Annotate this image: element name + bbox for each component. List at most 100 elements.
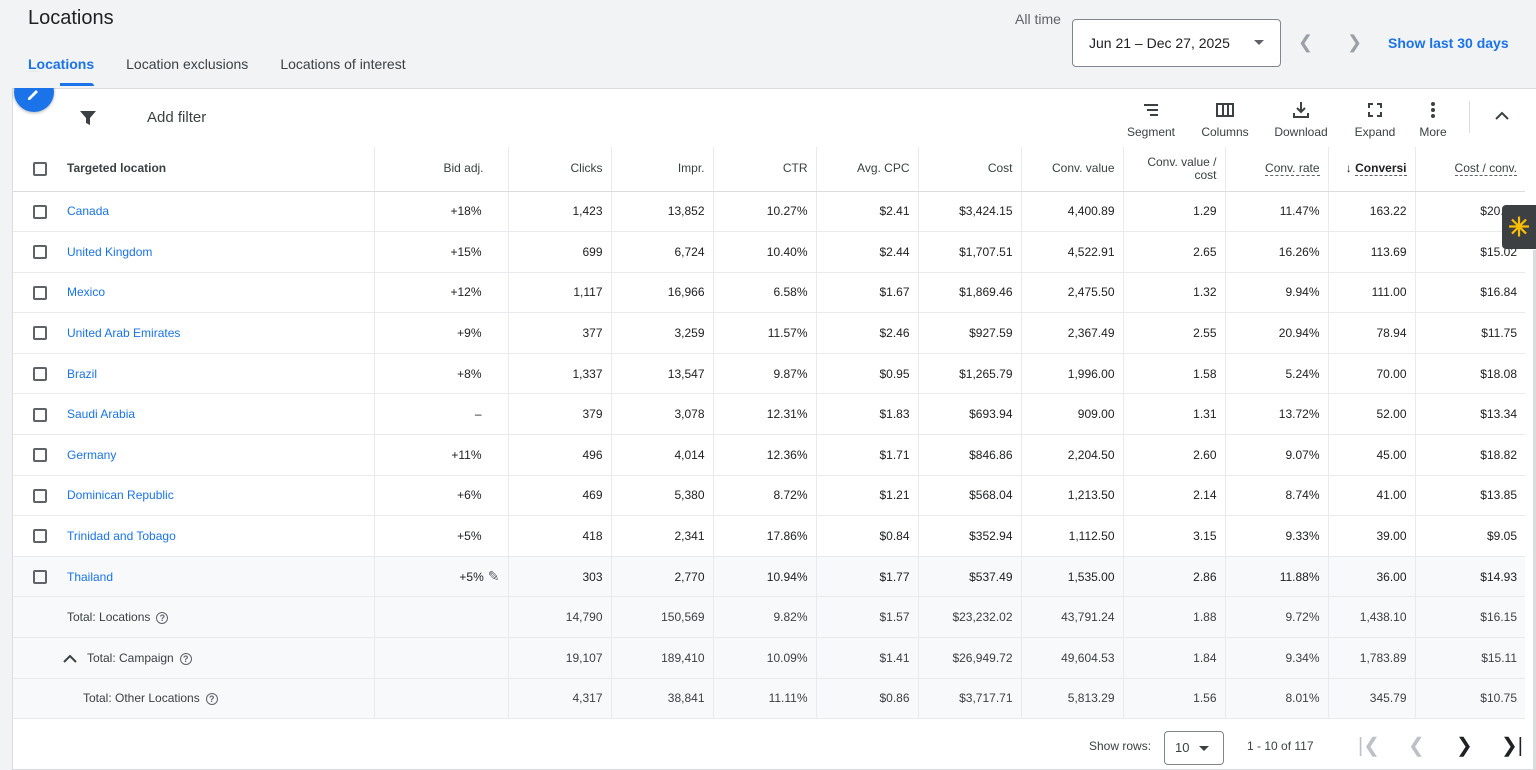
header-conversions[interactable]: ↓ Conversi [1328,147,1416,192]
location-cell: Germany [59,434,375,476]
expand-icon [1368,103,1382,117]
row-checkbox[interactable] [33,570,47,585]
cost-cell: $3,424.15 [918,191,1022,233]
help-icon[interactable]: ? [156,612,169,625]
bid-adj-cell[interactable]: +18% [374,191,509,233]
location-cell: United Kingdom [59,231,375,273]
location-link[interactable]: Dominican Republic [67,488,174,503]
header-conv-value-cost[interactable]: Conv. value / cost [1123,147,1226,192]
bid-adj-cell[interactable]: +5% ✎ [374,556,509,598]
location-link[interactable]: Thailand [67,569,114,584]
location-link[interactable]: Trinidad and Tobago [67,529,176,544]
conv-rate-cell: 11.47% [1225,191,1329,233]
location-link[interactable]: United Kingdom [67,244,153,259]
add-filter-button[interactable]: Add filter [147,109,207,126]
download-button[interactable]: Download [1269,99,1333,139]
cost-conv-cell: $14.93 [1415,556,1525,598]
segment-button[interactable]: Segment [1123,99,1179,139]
row-checkbox[interactable] [33,488,47,503]
total-impr-cell: 38,841 [611,678,714,720]
value-cost-cell: 2.14 [1123,475,1226,517]
header-bid-adj[interactable]: Bid adj. [374,147,509,192]
filter-icon[interactable] [79,109,97,127]
cpc-cell: $1.67 [816,272,919,314]
cost-conv-cell: $11.75 [1415,312,1525,354]
row-checkbox[interactable] [33,204,47,219]
row-checkbox-cell[interactable] [13,515,59,557]
help-icon[interactable]: ? [179,652,192,665]
chevron-right-icon[interactable]: ❯ [1347,32,1363,52]
row-checkbox-cell[interactable] [13,231,59,273]
row-checkbox-cell[interactable] [13,191,59,233]
location-link[interactable]: Brazil [67,366,98,381]
bid-adj-cell[interactable]: – [374,393,509,436]
date-range-picker[interactable]: Jun 21 – Dec 27, 2025 [1072,19,1281,67]
chevron-left-icon[interactable]: ❮ [1298,32,1314,52]
location-link[interactable]: Canada [67,204,110,219]
conv-rate-cell: 11.88% [1225,556,1329,598]
total-conversions-cell: 1,783.89 [1328,637,1416,679]
chevron-up-icon[interactable] [63,654,77,664]
bid-adj-cell[interactable]: +15% [374,231,509,273]
scrollbar-track[interactable] [1533,250,1536,770]
assistant-sparkle-icon[interactable]: ✳ [1502,205,1536,249]
total-conv-rate-cell: 8.01% [1225,678,1329,720]
header-conv-rate[interactable]: Conv. rate [1225,147,1329,192]
row-checkbox-cell[interactable] [13,312,59,354]
header-impr[interactable]: Impr. [611,147,714,192]
header-clicks[interactable]: Clicks [508,147,612,192]
location-link[interactable]: United Arab Emirates [67,326,181,341]
row-checkbox-cell[interactable] [13,556,59,598]
row-checkbox-cell[interactable] [13,434,59,476]
header-ctr[interactable]: CTR [713,147,817,192]
tab-locations[interactable]: Locations [28,56,95,86]
total-cost-cell: $23,232.02 [918,596,1022,639]
total-cpc-cell: $1.41 [816,637,919,679]
row-checkbox[interactable] [33,326,47,341]
cpc-cell: $1.83 [816,393,919,436]
help-icon[interactable]: ? [205,693,218,706]
row-checkbox[interactable] [33,367,47,382]
select-all-checkbox[interactable] [33,161,47,176]
row-checkbox-cell[interactable] [13,475,59,517]
tab-location-exclusions[interactable]: Location exclusions [126,56,249,72]
rows-per-page-select[interactable]: 10 [1164,731,1224,765]
location-link[interactable]: Saudi Arabia [67,407,136,422]
bid-adj-cell[interactable]: +6% [374,475,509,517]
row-checkbox-cell[interactable] [13,353,59,395]
header-conv-value[interactable]: Conv. value [1021,147,1124,192]
next-page-icon[interactable]: ❯ [1456,735,1473,757]
columns-button[interactable]: Columns [1197,99,1253,139]
bid-adj-cell[interactable]: +9% [374,312,509,354]
show-last-30-days-link[interactable]: Show last 30 days [1388,35,1509,51]
location-link[interactable]: Germany [67,447,117,462]
header-cost-per-conv[interactable]: Cost / conv. [1415,147,1525,192]
tab-locations-of-interest[interactable]: Locations of interest [280,56,406,72]
row-checkbox[interactable] [33,245,47,260]
edit-pencil-icon[interactable]: ✎ [487,568,500,585]
select-all-checkbox-cell[interactable] [13,147,59,192]
last-page-icon[interactable]: ❯| [1501,735,1523,757]
more-button[interactable]: More [1415,99,1451,139]
bid-adj-cell[interactable]: +11% [374,434,509,476]
row-checkbox[interactable] [33,529,47,544]
row-checkbox[interactable] [33,407,47,422]
pencil-icon [28,90,38,100]
header-avg-cpc[interactable]: Avg. CPC [816,147,919,192]
location-link[interactable]: Mexico [67,285,106,300]
total-label-cell: Total: Campaign? [59,637,375,679]
first-page-icon[interactable]: |❮ [1358,735,1380,757]
chevron-up-icon[interactable] [1495,111,1509,121]
row-checkbox-cell[interactable] [13,272,59,314]
row-checkbox[interactable] [33,285,47,300]
previous-page-icon[interactable]: ❮ [1408,735,1425,757]
row-checkbox-cell[interactable] [13,393,59,436]
table-header-row: Targeted location Bid adj. Clicks Impr. … [13,147,1525,192]
bid-adj-cell[interactable]: +12% [374,272,509,314]
header-targeted-location[interactable]: Targeted location [59,147,375,192]
bid-adj-cell[interactable]: +5% [374,515,509,557]
bid-adj-cell[interactable]: +8% [374,353,509,395]
row-checkbox[interactable] [33,448,47,463]
header-cost[interactable]: Cost [918,147,1022,192]
expand-button[interactable]: Expand [1347,99,1403,139]
